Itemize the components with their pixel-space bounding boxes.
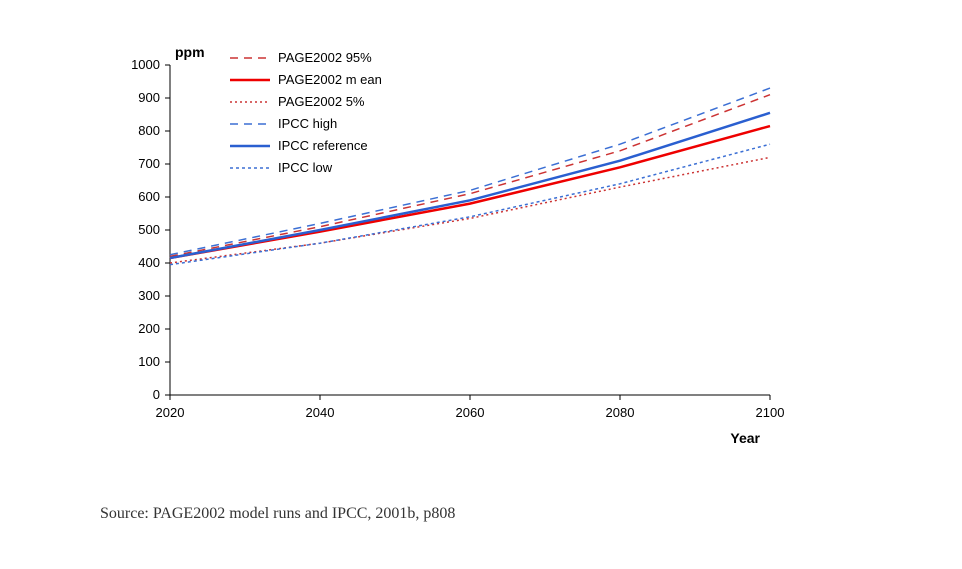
svg-text:800: 800 (138, 123, 160, 138)
legend-label: PAGE2002 95% (278, 50, 372, 65)
series-page2002-95- (170, 95, 770, 257)
svg-text:ppm: ppm (175, 44, 205, 60)
svg-text:2100: 2100 (756, 405, 785, 420)
chart-svg: 0 100 200 300 400 500 600 700 800 900 1000 2020 2040… (100, 40, 820, 460)
legend-label: IPCC high (278, 116, 337, 131)
line-chart: 0 100 200 300 400 500 600 700 800 900 1000 2020 2040… (100, 40, 820, 460)
svg-text:600: 600 (138, 189, 160, 204)
svg-text:1000: 1000 (131, 57, 160, 72)
series-page2002-5- (170, 157, 770, 263)
svg-text:100: 100 (138, 354, 160, 369)
legend-label: PAGE2002 5% (278, 94, 365, 109)
legend-label: PAGE2002 m ean (278, 72, 382, 87)
svg-text:300: 300 (138, 288, 160, 303)
svg-text:2040: 2040 (306, 405, 335, 420)
source-caption: Source: PAGE2002 model runs and IPCC, 20… (100, 505, 455, 523)
svg-text:Year: Year (730, 430, 760, 446)
svg-text:2080: 2080 (606, 405, 635, 420)
legend-label: IPCC reference (278, 138, 368, 153)
svg-text:500: 500 (138, 222, 160, 237)
svg-text:0: 0 (153, 387, 160, 402)
svg-text:2060: 2060 (456, 405, 485, 420)
svg-text:400: 400 (138, 255, 160, 270)
svg-text:2020: 2020 (156, 405, 185, 420)
legend-label: IPCC low (278, 160, 333, 175)
series-ipcc-high (170, 88, 770, 255)
svg-text:700: 700 (138, 156, 160, 171)
svg-text:200: 200 (138, 321, 160, 336)
svg-text:900: 900 (138, 90, 160, 105)
